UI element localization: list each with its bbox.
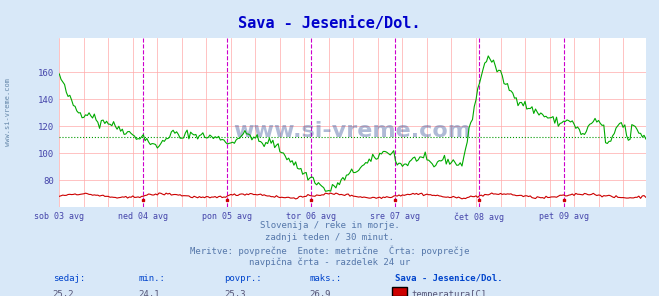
Text: Sava - Jesenice/Dol.: Sava - Jesenice/Dol.	[239, 16, 420, 31]
Text: min.:: min.:	[138, 274, 165, 283]
Text: temperatura[C]: temperatura[C]	[412, 290, 487, 296]
Text: maks.:: maks.:	[310, 274, 342, 283]
Text: sedaj:: sedaj:	[53, 274, 85, 283]
Text: navpična črta - razdelek 24 ur: navpična črta - razdelek 24 ur	[249, 258, 410, 267]
Text: zadnji teden / 30 minut.: zadnji teden / 30 minut.	[265, 233, 394, 242]
Text: Meritve: povprečne  Enote: metrične  Črta: povprečje: Meritve: povprečne Enote: metrične Črta:…	[190, 245, 469, 256]
Text: 24,1: 24,1	[138, 290, 160, 296]
Text: 26,9: 26,9	[310, 290, 331, 296]
Text: povpr.:: povpr.:	[224, 274, 262, 283]
Text: www.si-vreme.com: www.si-vreme.com	[233, 121, 472, 141]
Text: www.si-vreme.com: www.si-vreme.com	[5, 78, 11, 147]
Text: 25,2: 25,2	[53, 290, 74, 296]
Text: Sava - Jesenice/Dol.: Sava - Jesenice/Dol.	[395, 274, 503, 283]
Text: Slovenija / reke in morje.: Slovenija / reke in morje.	[260, 221, 399, 229]
Text: 25,3: 25,3	[224, 290, 246, 296]
